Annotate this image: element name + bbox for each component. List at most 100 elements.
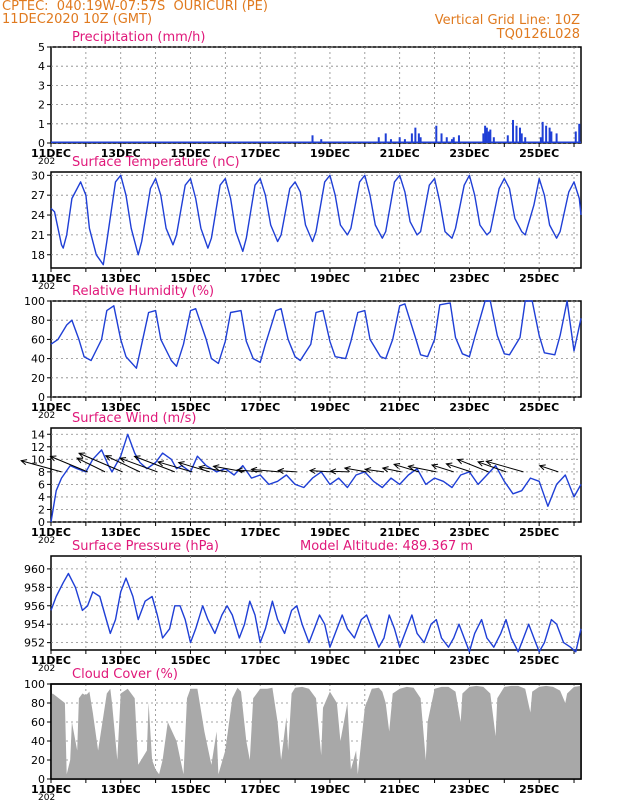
- wind-vector-head: [133, 455, 141, 462]
- cloud-area: [51, 685, 581, 779]
- rh-xtick-label: 23DEC: [449, 401, 489, 414]
- wind-vector-head: [538, 464, 546, 471]
- rh-year-label: 202: [38, 411, 55, 421]
- precip-bar: [320, 139, 323, 143]
- precip-bar: [452, 137, 455, 143]
- cloud-title: Cloud Cover (%): [72, 667, 178, 682]
- temp-year-label: 202: [38, 282, 55, 292]
- precip-bar: [482, 133, 485, 143]
- wind-vector: [78, 452, 123, 473]
- pres-xtick-label: 23DEC: [449, 654, 489, 667]
- precip-bar: [377, 137, 380, 143]
- precip-bar: [419, 137, 422, 143]
- rh-ytick-label: 100: [24, 295, 45, 308]
- precip-bar: [403, 139, 406, 143]
- temp-title: Surface Temperature (nC): [72, 155, 240, 170]
- wind-xtick-label: 11DEC: [31, 526, 71, 539]
- wind-vector: [365, 468, 385, 473]
- cloud-xtick-label: 19DEC: [310, 783, 350, 796]
- precip-bar: [548, 127, 551, 143]
- wind-vector: [382, 467, 402, 473]
- header-model-id: TQ0126L028: [496, 27, 580, 42]
- precip-xtick-label: 17DEC: [240, 147, 280, 160]
- precip-bar: [515, 125, 518, 143]
- rh-series-line: [50, 300, 582, 369]
- pres-xtick-label: 13DEC: [101, 654, 141, 667]
- precip-xtick-label: 25DEC: [519, 147, 559, 160]
- wind-vector: [431, 464, 454, 473]
- wind-vector-head: [49, 455, 57, 462]
- precip-bar: [435, 125, 438, 143]
- temp-xtick-label: 21DEC: [380, 272, 420, 285]
- rh-ytick-label: 60: [31, 333, 45, 346]
- wind-vector-head: [198, 464, 206, 471]
- cloud-ytick-label: 60: [31, 716, 45, 729]
- temp-ytick-label: 18: [31, 249, 45, 262]
- wind-vector-head: [20, 459, 28, 466]
- cloud-ytick-label: 100: [24, 678, 45, 691]
- precip-bar: [520, 133, 523, 143]
- wind-ytick-label: 6: [38, 478, 45, 491]
- wind-vector: [134, 455, 175, 473]
- wind-xtick-label: 19DEC: [310, 526, 350, 539]
- precip-bar: [555, 133, 558, 143]
- precip-bar: [492, 137, 495, 143]
- precip-ytick-label: 5: [38, 41, 45, 54]
- precip-xtick-label: 21DEC: [380, 147, 420, 160]
- precip-xtick-label: 19DEC: [310, 147, 350, 160]
- rh-ytick-label: 0: [38, 391, 45, 404]
- wind-vector: [457, 459, 489, 473]
- wind-vector-head: [177, 461, 185, 467]
- wind-vector: [486, 460, 524, 473]
- precip-bar: [487, 131, 490, 143]
- wind-vector: [539, 465, 559, 473]
- wind-ytick-label: 8: [38, 466, 45, 479]
- wind-vector: [50, 455, 88, 473]
- pres-annotation: Model Altitude: 489.367 m: [300, 539, 473, 554]
- precip-ytick-label: 4: [38, 60, 45, 73]
- wind-year-label: 202: [38, 536, 55, 546]
- pres-xtick-label: 19DEC: [310, 654, 350, 667]
- temp-xtick-label: 25DEC: [519, 272, 559, 285]
- wind-vector: [446, 463, 472, 473]
- precip-bar: [545, 125, 548, 143]
- cloud-year-label: 202: [38, 793, 55, 800]
- wind-vector: [309, 470, 332, 473]
- pres-title: Surface Pressure (hPa): [72, 539, 219, 554]
- wind-vector-head: [277, 467, 284, 475]
- precip-xtick-label: 23DEC: [449, 147, 489, 160]
- wind-ytick-label: 4: [38, 491, 45, 504]
- wind-vector-head: [381, 466, 389, 473]
- cloud-xtick-label: 25DEC: [519, 783, 559, 796]
- wind-series-line: [50, 433, 582, 523]
- wind-vector-head: [456, 458, 464, 465]
- cloud-ytick-label: 20: [31, 754, 45, 767]
- temp-series-line: [50, 174, 582, 266]
- temp-ytick-label: 21: [31, 229, 45, 242]
- precip-ytick-label: 3: [38, 79, 45, 92]
- wind-xtick-label: 21DEC: [380, 526, 420, 539]
- temp-xtick-label: 17DEC: [240, 272, 280, 285]
- wind-vector: [393, 463, 420, 473]
- pres-xtick-label: 11DEC: [31, 654, 71, 667]
- wind-title: Surface Wind (m/s): [72, 411, 196, 426]
- precip-bar: [398, 137, 401, 143]
- temp-xtick-label: 19DEC: [310, 272, 350, 285]
- pres-year-label: 202: [38, 664, 55, 674]
- pres-xtick-label: 15DEC: [170, 654, 210, 667]
- wind-xtick-label: 25DEC: [519, 526, 559, 539]
- wind-vector-head: [477, 460, 485, 467]
- wind-ytick-label: 2: [38, 503, 45, 516]
- header-grid-note: Vertical Grid Line: 10Z: [434, 13, 580, 28]
- wind-vector-head: [76, 457, 84, 464]
- cloud-xtick-label: 15DEC: [170, 783, 210, 796]
- precip-bar: [539, 137, 542, 143]
- wind-vector-head: [485, 459, 493, 466]
- cloud-xtick-label: 11DEC: [31, 783, 71, 796]
- wind-xtick-label: 17DEC: [240, 526, 280, 539]
- wind-xtick-label: 15DEC: [170, 526, 210, 539]
- precip-ytick-label: 0: [38, 137, 45, 150]
- wind-vector: [76, 457, 106, 473]
- temp-ytick-label: 24: [31, 209, 45, 222]
- precip-year-label: 202: [38, 157, 55, 167]
